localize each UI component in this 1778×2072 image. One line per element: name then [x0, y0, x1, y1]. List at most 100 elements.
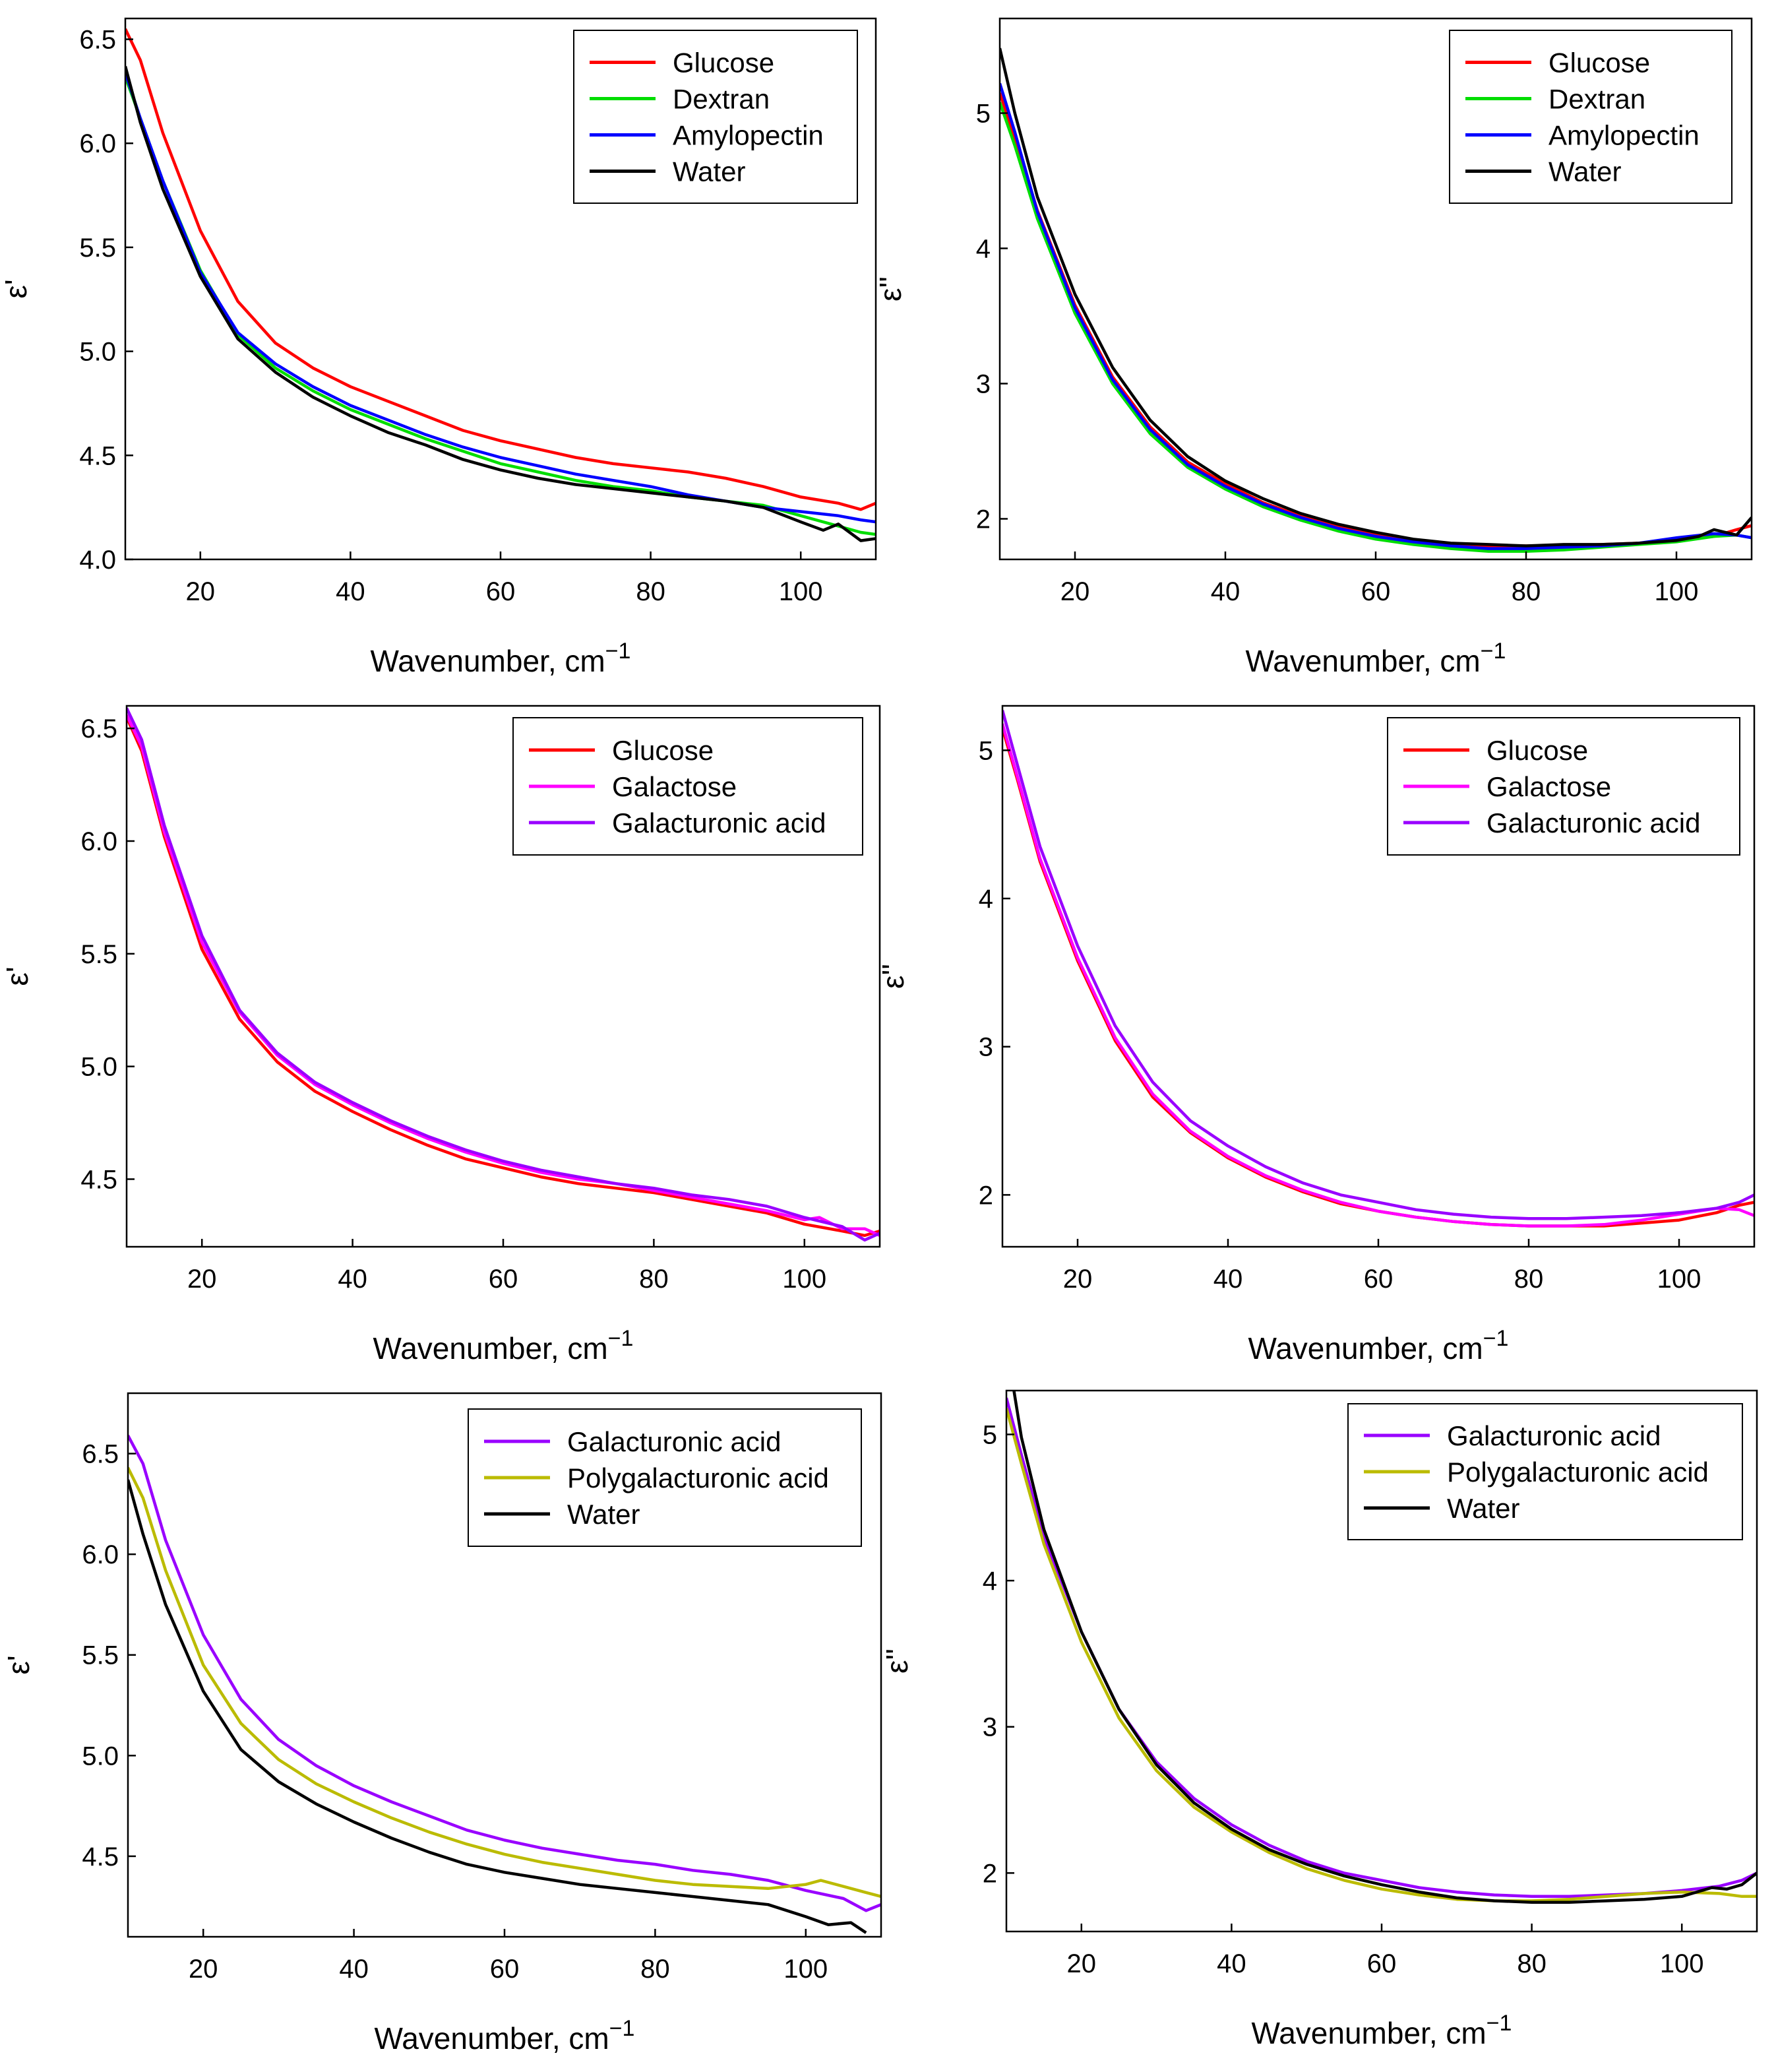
legend-label: Dextran [1548, 84, 1645, 115]
y-tick-label: 5.5 [82, 1641, 119, 1670]
series-line-glucose [125, 28, 876, 511]
series-line-water [125, 65, 876, 542]
legend-label: Polygalacturonic acid [1447, 1457, 1709, 1488]
y-tick-label: 4.0 [79, 546, 116, 575]
y-tick-label: 5.5 [80, 940, 117, 969]
y-tick-label: 2 [983, 1859, 997, 1888]
legend-box [1449, 30, 1732, 204]
legend-label: Glucose [1548, 47, 1650, 78]
y-tick-label: 5 [979, 736, 993, 765]
chart-panel-4: 20 40 60 80 100 2 3 4 5 Wavenumber, cm−1 ε'' Glucos… [876, 705, 1756, 1366]
chart-panel-2: 20 40 60 80 100 2 3 4 5 Wavenumber, cm−1 ε'' Glucos… [873, 17, 1753, 678]
y-tick-label: 2 [976, 505, 991, 534]
y-tick-label: 5.0 [79, 338, 116, 367]
y-tick-label: 6.5 [80, 714, 117, 743]
series-line-polygalacturonic-acid [1006, 1408, 1757, 1902]
legend: Galacturonic acid Polygalacturonic acid Wa… [468, 1408, 862, 1547]
y-axis-title: ε' [1, 1655, 36, 1674]
x-tick-label: 60 [1367, 1949, 1397, 1978]
x-tick-label: 20 [1063, 1265, 1093, 1294]
x-tick-label: 60 [1364, 1265, 1394, 1294]
legend-label: Water [1548, 156, 1621, 187]
y-tick-label: 6.0 [80, 827, 117, 856]
x-tick-label: 60 [486, 577, 516, 606]
series-line-amylopectin [125, 72, 876, 524]
series-group [128, 1435, 881, 1934]
x-tick-label: 20 [189, 1955, 218, 1984]
series-line-galacturonic-acid [127, 707, 880, 1242]
series-group [127, 707, 880, 1242]
x-tick-label: 20 [1060, 577, 1090, 606]
y-tick-label: 6.5 [79, 26, 116, 55]
legend: Glucose Galactose Galacturonic acid [512, 717, 863, 856]
y-axis-title: ε' [0, 279, 33, 298]
x-tick-label: 80 [639, 1265, 669, 1294]
x-tick-label: 80 [1514, 1265, 1544, 1294]
y-tick-label: 5.5 [79, 234, 116, 263]
series-line-water [128, 1479, 867, 1934]
legend-label: Water [673, 156, 745, 187]
y-tick-label: 4 [976, 235, 991, 264]
legend: Galacturonic acid Polygalacturonic acid Wa… [1347, 1403, 1743, 1540]
x-tick-label: 100 [1655, 577, 1699, 606]
x-tick-label: 40 [1213, 1265, 1243, 1294]
x-tick-label: 20 [186, 577, 216, 606]
y-axis-title: ε'' [876, 964, 910, 989]
x-tick-label: 40 [338, 1265, 367, 1294]
y-axis-title: ε'' [880, 1648, 914, 1674]
y-tick-label: 6.0 [82, 1540, 119, 1569]
series-group [125, 28, 876, 542]
legend-label: Polygalacturonic acid [567, 1462, 829, 1493]
x-axis-title: Wavenumber, cm−1 [373, 1326, 634, 1366]
y-tick-label: 5 [983, 1420, 997, 1449]
chart-panel-1: 20 40 60 80 100 4.0 4.5 5.0 5.5 6.0 6.5 Wavenumber,… [0, 17, 877, 678]
chart-panel-5: 20 40 60 80 100 4.5 5.0 5.5 6.0 6.5 Wavenumber, cm… [1, 1392, 882, 2056]
y-axis-title: ε' [0, 966, 34, 986]
x-tick-label: 80 [1512, 577, 1541, 606]
y-tick-label: 4 [983, 1567, 997, 1596]
legend-label: Galactose [1487, 771, 1611, 802]
y-tick-label: 5.0 [80, 1053, 117, 1082]
y-tick-label: 6.5 [82, 1440, 119, 1469]
x-tick-label: 40 [1217, 1949, 1246, 1978]
legend-label: Galacturonic acid [612, 807, 826, 838]
legend-label: Galactose [612, 771, 737, 802]
x-tick-label: 40 [336, 577, 365, 606]
series-line-galacturonic-acid [1002, 710, 1754, 1220]
y-axis-title: ε'' [873, 276, 907, 301]
series-line-water [1000, 47, 1752, 548]
x-tick-label: 40 [1211, 577, 1241, 606]
x-axis-title: Wavenumber, cm−1 [375, 2016, 635, 2056]
x-tick-label: 60 [1361, 577, 1391, 606]
x-tick-label: 100 [1660, 1949, 1704, 1978]
series-group [1006, 1391, 1757, 1904]
x-tick-label: 100 [783, 1955, 828, 1984]
legend-label: Galacturonic acid [1447, 1420, 1661, 1451]
x-tick-label: 60 [489, 1265, 518, 1294]
x-tick-label: 20 [187, 1265, 217, 1294]
y-tick-label: 4 [979, 885, 993, 914]
y-tick-label: 4.5 [80, 1166, 117, 1195]
legend-label: Amylopectin [1548, 120, 1700, 151]
series-group [1002, 710, 1754, 1228]
x-tick-label: 80 [1517, 1949, 1547, 1978]
x-tick-label: 60 [490, 1955, 520, 1984]
y-tick-label: 3 [976, 370, 991, 399]
chart-panel-3: 20 40 60 80 100 4.5 5.0 5.5 6.0 6.5 Wavenumber, cm… [0, 705, 881, 1366]
series-group [1000, 47, 1752, 553]
legend-label: Amylopectin [673, 120, 824, 151]
legend: Glucose Galactose Galacturonic acid [1387, 717, 1740, 856]
x-tick-label: 100 [1657, 1265, 1701, 1294]
series-line-galactose [1002, 723, 1754, 1228]
series-line-polygalacturonic-acid [128, 1466, 881, 1899]
y-tick-label: 3 [983, 1713, 997, 1742]
series-line-galacturonic-acid [128, 1435, 881, 1912]
series-line-glucose [127, 716, 880, 1238]
x-axis-title: Wavenumber, cm−1 [1246, 639, 1506, 678]
chart-panel-6: 20 40 60 80 100 2 3 4 5 Wavenumber, cm−1 ε'' Galact… [880, 1389, 1758, 2050]
x-axis-title: Wavenumber, cm−1 [1252, 2011, 1512, 2050]
legend-label: Glucose [612, 735, 714, 766]
x-tick-label: 100 [782, 1265, 826, 1294]
y-tick-label: 2 [979, 1181, 993, 1210]
